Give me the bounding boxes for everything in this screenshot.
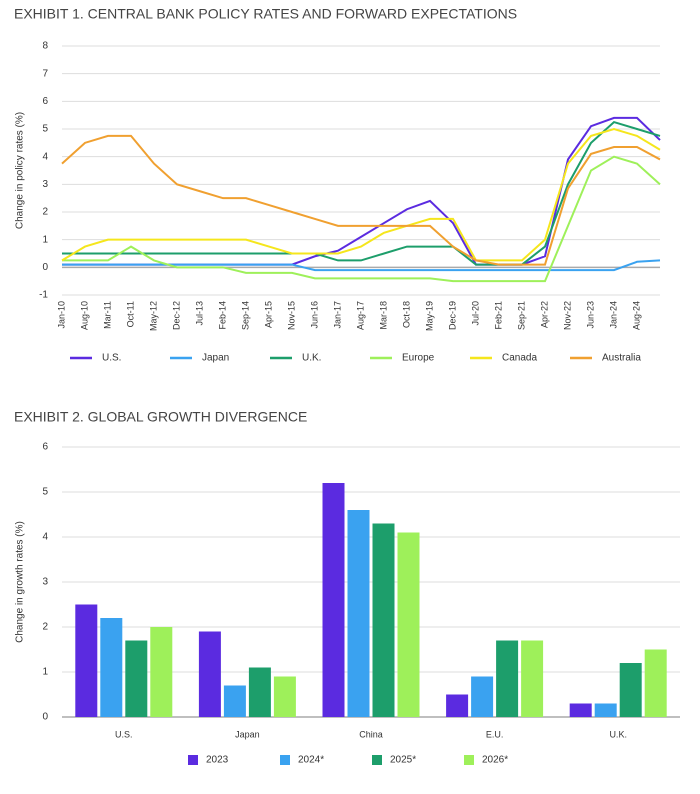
y-tick-label: 8 <box>42 41 48 52</box>
bar <box>322 483 345 717</box>
legend-label: Europe <box>402 353 435 364</box>
legend-label: 2025* <box>390 755 416 766</box>
bar <box>75 604 98 717</box>
x-tick-label: Jan-10 <box>56 301 66 329</box>
y-tick-label: 0 <box>42 262 48 273</box>
y-axis-label: Change in policy rates (%) <box>15 112 26 229</box>
legend-label: 2026* <box>482 755 508 766</box>
bar <box>150 627 173 717</box>
bar <box>198 631 221 717</box>
y-tick-label: 4 <box>42 151 48 162</box>
y-tick-label: 2 <box>42 207 48 218</box>
y-tick-label: 1 <box>42 234 48 245</box>
series-line <box>62 155 661 283</box>
chart-title: EXHIBIT 1. CENTRAL BANK POLICY RATES AND… <box>14 6 517 22</box>
bar <box>347 510 370 717</box>
legend-label: Canada <box>502 353 537 364</box>
x-tick-label: Mar-18 <box>378 301 388 330</box>
x-tick-label: Apr-22 <box>539 301 549 328</box>
legend-label: U.S. <box>102 353 121 364</box>
y-axis-label: Change in growth rates (%) <box>15 521 26 643</box>
x-tick-label: U.K. <box>609 729 627 739</box>
x-tick-label: Jan-17 <box>332 301 342 329</box>
y-tick-label: 4 <box>42 532 48 543</box>
legend-swatch <box>280 755 290 765</box>
legend-swatch <box>188 755 198 765</box>
y-tick-label: 0 <box>42 712 48 723</box>
legend-label: Australia <box>602 353 641 364</box>
bar <box>100 618 123 717</box>
x-tick-label: Oct-18 <box>401 301 411 328</box>
x-tick-label: May-12 <box>148 301 158 331</box>
y-tick-label: 3 <box>42 179 48 190</box>
y-tick-label: 5 <box>42 124 48 135</box>
x-tick-label: Dec-19 <box>447 301 457 330</box>
x-tick-label: E.U. <box>486 729 504 739</box>
x-tick-label: Nov-15 <box>286 301 296 330</box>
x-tick-label: China <box>359 729 383 739</box>
legend-label: 2023 <box>206 755 229 766</box>
legend-swatch <box>372 755 382 765</box>
bar <box>644 649 667 717</box>
x-tick-label: Feb-21 <box>493 301 503 330</box>
y-tick-label: 2 <box>42 622 48 633</box>
bar <box>223 685 246 717</box>
x-tick-label: May-19 <box>424 301 434 331</box>
bar <box>471 676 494 717</box>
legend-swatch <box>464 755 474 765</box>
legend-label: 2024* <box>298 755 324 766</box>
x-tick-label: Sep-14 <box>240 301 250 330</box>
bar <box>248 667 271 717</box>
bar <box>397 532 420 717</box>
x-tick-label: Jul-13 <box>194 301 204 326</box>
series-line <box>61 134 661 266</box>
series-line <box>62 120 661 266</box>
legend-label: Japan <box>202 353 229 364</box>
x-tick-label: Mar-11 <box>102 301 112 329</box>
bar <box>372 523 395 717</box>
x-tick-label: Jul-20 <box>470 301 480 326</box>
x-tick-label: Japan <box>235 729 260 739</box>
bar <box>446 694 469 717</box>
bar <box>569 703 592 717</box>
y-tick-label: 3 <box>42 577 48 588</box>
x-tick-label: Dec-12 <box>171 301 181 330</box>
chart-title: EXHIBIT 2. GLOBAL GROWTH DIVERGENCE <box>14 409 307 425</box>
x-tick-label: Oct-11 <box>125 301 135 327</box>
y-tick-label: 7 <box>42 68 48 79</box>
x-tick-label: Aug-24 <box>631 301 641 330</box>
x-tick-label: Sep-21 <box>516 301 526 330</box>
x-tick-label: Apr-15 <box>263 301 273 328</box>
series-line <box>61 127 661 262</box>
bar <box>521 640 544 717</box>
y-tick-label: 5 <box>42 487 48 498</box>
bar <box>619 663 642 717</box>
bar <box>496 640 519 717</box>
x-tick-label: Nov-22 <box>562 301 572 330</box>
x-tick-label: U.S. <box>115 729 133 739</box>
y-tick-label: 6 <box>42 442 48 453</box>
series-line <box>62 259 661 272</box>
x-tick-label: Jan-24 <box>608 301 618 329</box>
x-tick-label: Jun-16 <box>309 301 319 329</box>
y-tick-label: 6 <box>42 96 48 107</box>
bar <box>594 703 617 717</box>
bar <box>273 676 296 717</box>
y-tick-label: -1 <box>39 290 48 301</box>
x-tick-label: Jun-23 <box>585 301 595 329</box>
legend-label: U.K. <box>302 353 321 364</box>
x-tick-label: Aug-10 <box>79 301 89 330</box>
bar <box>125 640 148 717</box>
y-tick-label: 1 <box>42 667 48 678</box>
x-tick-label: Aug-17 <box>355 301 365 330</box>
x-tick-label: Feb-14 <box>217 301 227 330</box>
